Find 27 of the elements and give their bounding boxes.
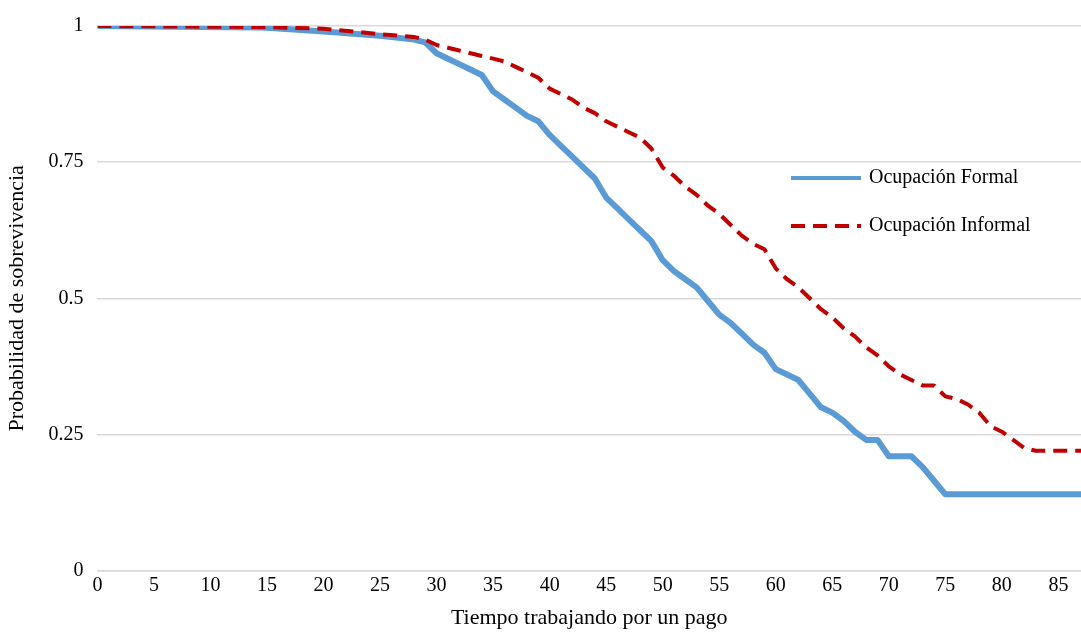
x-tick-label: 50 [652,572,673,595]
x-tick-label: 5 [148,572,159,595]
x-tick-label: 40 [539,572,560,595]
x-tick-label: 80 [991,572,1012,595]
x-tick-label: 55 [709,572,730,595]
x-tick-label: 10 [200,572,221,595]
y-tick-label: 0.75 [48,149,84,172]
legend-label: Ocupación Informal [869,213,1032,237]
x-tick-label: 60 [765,572,786,595]
x-tick-label: 15 [256,572,277,595]
x-tick-label: 85 [1048,572,1069,595]
x-axis-title: Tiempo trabajando por un pago [450,603,728,629]
x-tick-label: 30 [426,572,447,595]
legend-label: Ocupación Formal [869,165,1019,189]
x-tick-label: 25 [370,572,391,595]
y-axis-title: Probabilidad de sobrevivencia [2,164,28,432]
y-tick-label: 0 [73,557,84,580]
x-tick-label: 35 [483,572,504,595]
y-tick-label: 0.25 [48,421,84,444]
x-tick-label: 0 [92,572,103,595]
x-tick-label: 75 [935,572,956,595]
x-tick-label: 20 [313,572,334,595]
y-tick-label: 0.5 [58,285,84,308]
y-tick-label: 1 [73,13,84,36]
x-tick-label: 65 [822,572,843,595]
x-tick-label: 45 [596,572,617,595]
x-tick-label: 70 [878,572,899,595]
